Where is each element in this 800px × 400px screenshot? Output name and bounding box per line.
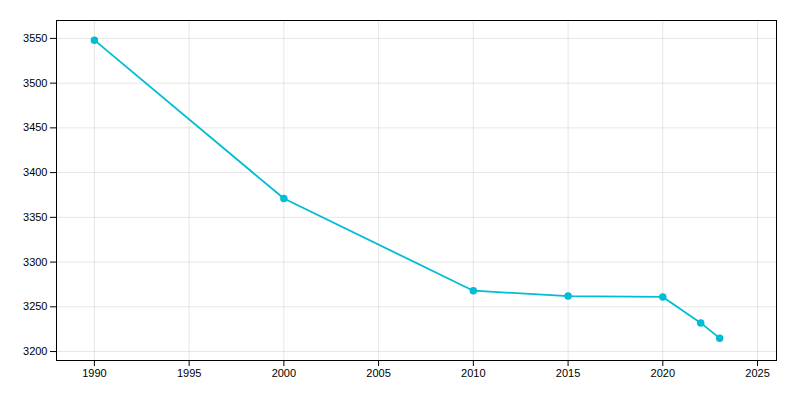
svg-text:3450: 3450 xyxy=(23,121,47,133)
svg-text:1990: 1990 xyxy=(82,367,106,379)
svg-text:3400: 3400 xyxy=(23,166,47,178)
svg-text:3300: 3300 xyxy=(23,256,47,268)
svg-text:1995: 1995 xyxy=(177,367,201,379)
svg-text:2020: 2020 xyxy=(651,367,675,379)
svg-text:3200: 3200 xyxy=(23,345,47,357)
svg-text:2025: 2025 xyxy=(745,367,769,379)
svg-text:2010: 2010 xyxy=(461,367,485,379)
svg-text:2015: 2015 xyxy=(556,367,580,379)
svg-text:3250: 3250 xyxy=(23,300,47,312)
svg-text:2005: 2005 xyxy=(366,367,390,379)
svg-text:3350: 3350 xyxy=(23,211,47,223)
svg-text:3550: 3550 xyxy=(23,32,47,44)
svg-text:3500: 3500 xyxy=(23,77,47,89)
svg-text:2000: 2000 xyxy=(272,367,296,379)
